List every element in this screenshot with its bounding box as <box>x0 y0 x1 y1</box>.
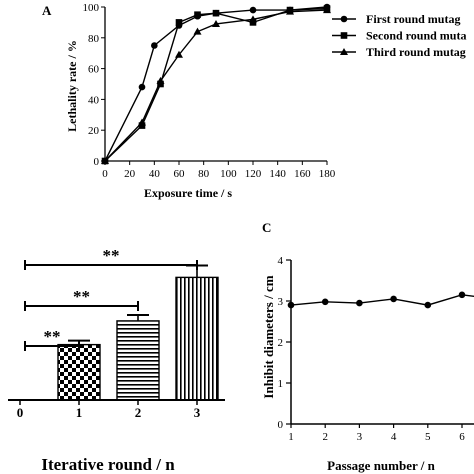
legend-label-2: Second round muta <box>366 29 466 43</box>
chart-a-series-line-1 <box>104 6 328 162</box>
chart-a-y-tick-label: 0 <box>94 156 100 168</box>
chart-c-x-tick-label: 5 <box>425 431 431 443</box>
chart-c-y-tick-label: 1 <box>278 378 284 390</box>
chart-a-point-s3 <box>138 118 146 126</box>
chart-a-x-tick-label: 40 <box>149 168 161 180</box>
chart-c-y-axis-label: Inhibit diameters / cm <box>261 275 276 398</box>
chart-a-series <box>101 3 331 165</box>
legend-label-3: Third round mutag <box>366 45 466 59</box>
chart-a-x-tick-label: 140 <box>269 168 286 180</box>
legend-label-1: First round mutag <box>366 12 460 26</box>
chart-b-significance-label: ** <box>103 246 120 265</box>
chart-b-annotations: ** ** ** <box>24 246 198 351</box>
chart-c-axes <box>286 259 474 428</box>
chart-a-axes <box>101 6 328 165</box>
chart-a-y-tick-label: 40 <box>88 94 100 106</box>
chart-b-bar-2 <box>116 320 160 401</box>
chart-a-point-s2 <box>212 9 220 17</box>
chart-c-x-tick-label: 3 <box>357 431 363 443</box>
chart-a-point-s2 <box>175 19 183 26</box>
chart-b-axes <box>8 399 225 405</box>
chart-b-bars <box>57 264 219 401</box>
chart-a-point-s3 <box>249 15 257 23</box>
chart-a-x-tick-label: 80 <box>198 168 210 180</box>
chart-a-point-s2 <box>249 19 257 26</box>
chart-a-y-tick-label: 80 <box>88 33 100 45</box>
chart-c-point <box>424 301 432 309</box>
chart-c-point <box>287 301 295 309</box>
chart-c-x-tick-label: 1 <box>288 431 294 443</box>
chart-a-point-s1 <box>138 83 146 91</box>
chart-a-x-tick-label: 60 <box>174 168 186 180</box>
chart-a-legend: First round mutag Second round muta Third … <box>332 12 466 59</box>
chart-c-y-tick-label: 3 <box>278 296 284 308</box>
panel-a-label: A <box>42 3 52 18</box>
chart-b-bar-1 <box>57 343 101 401</box>
chart-b-significance-label: ** <box>44 327 61 346</box>
chart-a-x-tick-label: 20 <box>124 168 136 180</box>
chart-a-point-s3 <box>286 7 294 15</box>
chart-c-point <box>458 291 466 299</box>
chart-a-point-s3 <box>156 76 165 84</box>
chart-b-x-axis-label: Iterative round / n <box>41 455 175 474</box>
chart-b-significance-label: ** <box>73 287 90 306</box>
chart-a-series-line-3 <box>104 9 328 162</box>
chart-a-y-tick-label: 60 <box>88 64 100 76</box>
chart-c-x-tick-label: 4 <box>391 431 397 443</box>
chart-b-tick-labels: 0 1 2 3 <box>17 405 201 420</box>
chart-a-point-s3 <box>175 50 183 58</box>
chart-c-x-tick-label: 6 <box>459 431 465 443</box>
chart-a-point-s1 <box>151 42 158 49</box>
chart-a-y-axis-label: Lethality rate / % <box>65 40 79 132</box>
legend-marker-1 <box>340 15 348 23</box>
chart-a-point-s3 <box>101 157 109 164</box>
panel-c-label: C <box>262 220 271 235</box>
legend-marker-2 <box>340 32 348 39</box>
chart-b-x-tick-label: 0 <box>17 405 24 420</box>
chart-a-x-tick-label: 120 <box>245 168 262 180</box>
chart-c-point <box>390 295 397 303</box>
chart-b-x-tick-label: 3 <box>194 405 201 420</box>
chart-a-x-tick-label: 100 <box>220 168 237 180</box>
chart-c-point <box>356 299 363 307</box>
chart-c-point <box>321 298 329 306</box>
chart-b-x-tick-label: 1 <box>76 405 83 420</box>
chart-c-y-tick-label: 0 <box>278 419 284 431</box>
chart-a-x-tick-label: 160 <box>294 168 311 180</box>
chart-a-point-s2 <box>194 11 201 18</box>
chart-a-y-tick-label: 100 <box>83 2 100 14</box>
chart-a-point-s3 <box>323 6 331 14</box>
chart-c-y-tick-label: 4 <box>278 255 284 267</box>
chart-c-series <box>287 291 474 309</box>
chart-c-x-axis-label: Passage number / n <box>327 458 436 473</box>
chart-a-point-s3 <box>212 19 220 27</box>
legend-marker-3 <box>340 48 348 55</box>
chart-a-series-line-2 <box>104 7 328 162</box>
chart-b-x-tick-label: 2 <box>135 405 142 420</box>
chart-a-x-tick-label: 180 <box>319 168 336 180</box>
chart-c-y-tick-label: 2 <box>278 337 284 349</box>
chart-a-point-s3 <box>193 27 202 35</box>
chart-a-point-s1 <box>249 6 257 14</box>
chart-a-x-tick-label: 0 <box>102 168 108 180</box>
chart-b-bar-3 <box>175 276 219 401</box>
chart-a-x-axis-label: Exposure time / s <box>144 186 232 200</box>
chart-c-x-tick-label: 2 <box>322 431 328 443</box>
chart-c-series-line <box>290 294 474 306</box>
chart-a-tick-labels: 0 20 40 60 80 100 120 140 160 180 0 20 40 60 80 100 <box>83 2 336 180</box>
chart-a-point-s2 <box>157 80 164 88</box>
chart-a-y-tick-label: 20 <box>88 125 100 137</box>
chart-a-point-s2 <box>138 122 146 129</box>
